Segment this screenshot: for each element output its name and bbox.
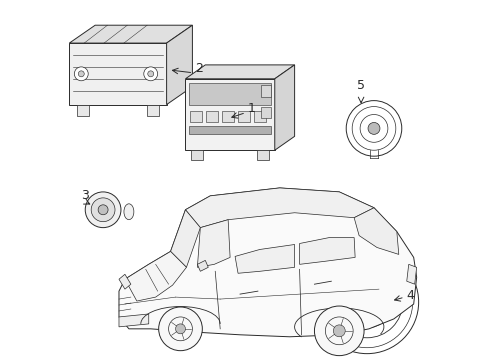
Polygon shape [256,150,268,160]
Polygon shape [146,105,158,117]
Circle shape [147,71,153,77]
Polygon shape [260,107,270,118]
Circle shape [360,296,372,308]
Polygon shape [170,210,200,267]
Circle shape [314,306,364,356]
Text: 4: 4 [406,289,414,302]
Polygon shape [185,65,294,79]
Polygon shape [69,25,192,43]
Text: 2: 2 [195,62,203,75]
Polygon shape [185,79,274,150]
Polygon shape [197,220,230,267]
Circle shape [98,205,108,215]
Polygon shape [353,208,398,255]
Circle shape [158,307,202,351]
Polygon shape [124,251,186,301]
Polygon shape [197,260,208,271]
Polygon shape [185,188,373,228]
Polygon shape [260,85,270,96]
Circle shape [74,67,88,81]
Text: 5: 5 [356,79,365,92]
Circle shape [367,122,379,134]
Polygon shape [189,126,270,134]
Polygon shape [119,188,416,337]
Ellipse shape [123,204,134,220]
Text: 1: 1 [247,102,255,115]
Polygon shape [191,150,203,160]
Circle shape [91,198,115,222]
Polygon shape [166,25,192,105]
Circle shape [175,324,185,334]
Circle shape [143,67,157,81]
Polygon shape [274,65,294,150]
Circle shape [78,71,84,77]
Polygon shape [119,314,148,327]
Polygon shape [238,111,249,122]
Polygon shape [206,111,218,122]
Polygon shape [119,274,131,289]
Polygon shape [189,83,270,105]
Polygon shape [253,111,265,122]
Polygon shape [299,238,354,264]
Text: 3: 3 [81,189,89,202]
Circle shape [333,325,345,337]
Polygon shape [77,105,89,117]
Polygon shape [222,111,234,122]
Circle shape [85,192,121,228]
Polygon shape [235,244,294,273]
Polygon shape [406,264,416,284]
Polygon shape [190,111,202,122]
Polygon shape [69,43,166,105]
